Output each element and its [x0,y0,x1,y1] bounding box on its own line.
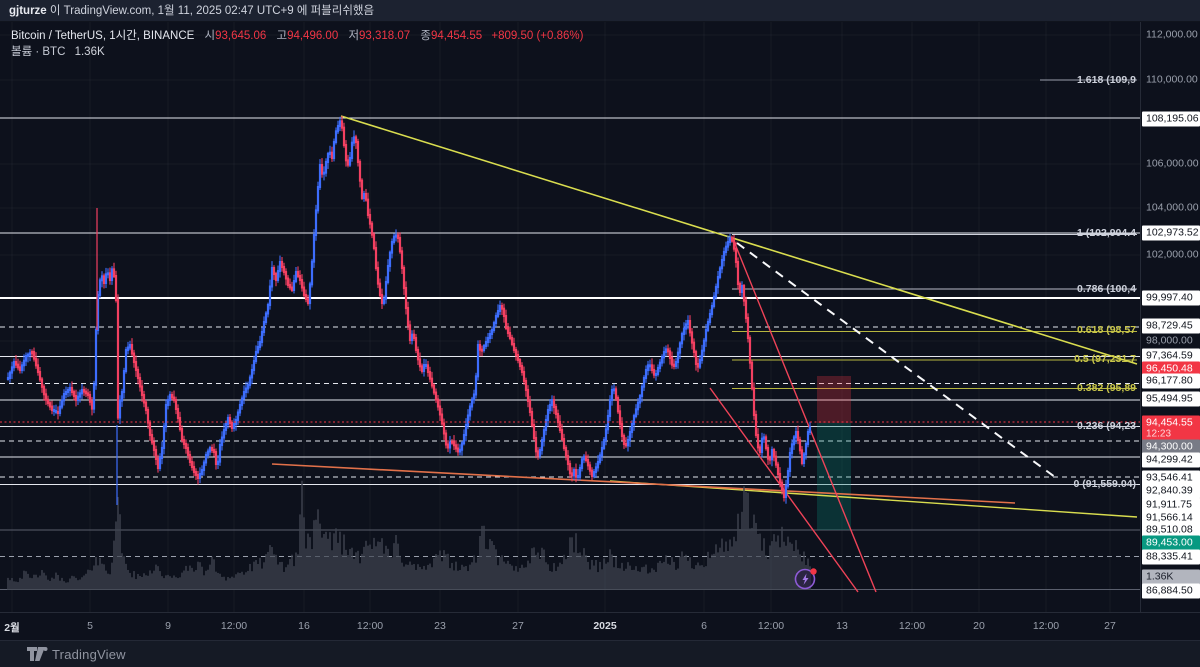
time-axis-label: 27 [1104,620,1116,632]
tradingview-logo-icon[interactable] [27,647,49,662]
volume-label: 볼륨 · BTC [11,46,66,58]
notification-dot [810,568,817,575]
publish-banner: gjturze 이 TradingView.com, 1월 11, 2025 0… [0,0,1200,22]
price-axis-label: 104,000.00 [1146,201,1199,214]
price-axis[interactable]: 112,000.00 110,000.00 108,195.06 106,000.00… [1140,22,1200,612]
time-axis-label: 12:00 [898,620,926,632]
fib-level-label: 0.5 (97,231.7 [1074,353,1136,365]
publisher-username[interactable]: gjturze [9,5,47,17]
fib-level-label: 0.618 (98,57 [1077,324,1136,336]
low-value: 93,318.07 [359,30,411,42]
time-axis-label: 12:00 [1032,620,1060,632]
high-value: 94,496.00 [287,30,339,42]
bottom-bar: TradingView [0,640,1200,667]
price-axis-label: 102,973.52 [1142,225,1200,241]
time-axis-label: 6 [701,620,707,632]
time-axis-label: 12:00 [356,620,384,632]
price-axis-label: 91,911.75 [1142,497,1200,513]
symbol-header[interactable]: Bitcoin / TetherUS, 1시간, BINANCE 시93,645… [11,27,583,43]
price-axis-label: 94,300.00 [1142,439,1200,455]
time-axis-label: 5 [87,620,93,632]
volume-value: 1.36K [74,46,105,58]
price-axis-label: 94,299.42 [1142,452,1200,468]
time-axis-label: 12:00 [220,620,248,632]
time-axis-label: 9 [165,620,171,632]
price-axis-label: 110,000.00 [1146,73,1198,86]
change-value: +809.50 (+0.86%) [491,30,584,42]
fib-level-label: 0.786 (100,4 [1077,283,1136,295]
price-axis-label: 89,453.00 [1142,535,1200,551]
price-axis-label: 94,454.55 12:23 [1142,415,1200,441]
fib-level-label: 0 (91,559.04) [1073,478,1136,490]
fib-level-label: 1.618 (109,9 [1077,74,1136,86]
time-axis-label: 12:00 [757,620,785,632]
time-axis-label: 2025 [593,620,617,632]
price-axis-label: 98,000.00 [1146,334,1193,347]
price-axis-label: 102,000.00 [1146,248,1199,261]
lightning-icon [802,573,809,585]
price-axis-label: 88,335.41 [1142,549,1200,565]
price-axis-label: 86,884.50 [1142,583,1200,599]
price-axis-label: 89,510.08 [1142,522,1200,538]
price-axis-label: 99,997.40 [1142,290,1200,306]
open-label: 시 [204,30,216,42]
price-axis-label: 1.36K [1142,569,1200,585]
price-axis-label: 106,000.00 [1146,157,1199,170]
close-value: 94,454.55 [431,30,483,42]
time-axis-label: 20 [973,620,985,632]
fib-level-label: 1 (102,904.4 [1077,227,1136,239]
time-axis-label: 13 [836,620,848,632]
volume-indicator-header[interactable]: 볼륨 · BTC 1.36K [11,43,105,59]
fib-level-label: 0.236 (94,23 [1077,420,1136,432]
price-axis-label: 96,450.48 [1142,361,1200,377]
price-axis-label: 112,000.00 [1146,28,1198,41]
price-axis-label: 97,364.59 [1142,348,1200,364]
price-axis-label: 91,566.14 [1142,510,1200,526]
time-axis[interactable]: 2월 5 9 12:00 16 12:00 23 27 2025 6 12:00 13 12:00 20 1… [0,612,1200,640]
close-label: 종 [420,30,431,42]
time-axis-label: 16 [298,620,310,632]
symbol-title[interactable]: Bitcoin / TetherUS, 1시간, BINANCE [11,30,195,42]
price-axis-label: 98,729.45 [1142,318,1200,334]
high-label: 고 [276,30,288,42]
price-axis-label: 96,177.80 [1142,373,1200,389]
price-axis-label: 95,494.95 [1142,391,1200,407]
tradingview-logo-text[interactable]: TradingView [52,647,126,662]
boost-badge[interactable] [792,565,822,593]
publish-info: 이 TradingView.com, 1월 11, 2025 02:47 UTC… [46,5,375,17]
low-label: 저 [348,30,360,42]
price-axis-label: 108,195.06 [1142,111,1200,127]
price-axis-label: 92,840.39 [1142,483,1200,499]
time-axis-label: 23 [434,620,446,632]
time-axis-label: 2월 [4,622,20,634]
fib-level-label: 0.382 (95,89 [1077,382,1136,394]
open-value: 93,645.06 [215,30,267,42]
time-axis-label: 27 [512,620,524,632]
price-axis-label: 93,546.41 [1142,470,1200,486]
